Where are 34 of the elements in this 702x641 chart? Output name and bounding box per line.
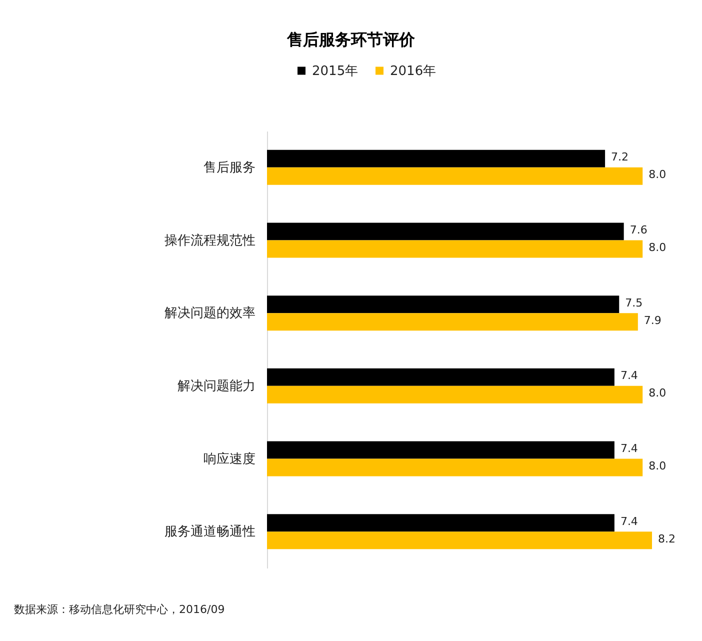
data-label: 7.2: [611, 150, 629, 164]
data-label: 7.4: [620, 369, 638, 382]
data-label: 8.0: [648, 386, 666, 400]
data-label: 7.4: [620, 514, 638, 528]
bar: [267, 296, 620, 314]
bar: [267, 150, 606, 168]
data-label: 8.0: [648, 168, 666, 182]
y-tick-label: 操作流程规范性: [164, 232, 256, 248]
bar: [267, 240, 643, 258]
y-tick-label: 解决问题能力: [178, 378, 256, 394]
bar: [267, 458, 643, 476]
y-tick-label: 响应速度: [204, 450, 256, 467]
bar: [267, 514, 614, 532]
bar: [267, 222, 624, 240]
data-label: 8.0: [648, 240, 666, 254]
data-label: 8.0: [648, 459, 666, 472]
source-note: 数据来源：移动信息化研究中心，2016/09: [14, 603, 225, 616]
data-label: 7.4: [620, 442, 638, 456]
chart-title: 售后服务环节评价: [286, 30, 416, 49]
data-label: 8.2: [658, 532, 676, 546]
bar: [267, 167, 643, 185]
bar: [267, 441, 614, 459]
y-tick-label: 服务通道畅通性: [164, 524, 256, 540]
legend-label: 2016年: [390, 64, 436, 79]
y-tick-label: 售后服务: [204, 160, 256, 176]
bar: [267, 313, 638, 331]
legend-label: 2015年: [312, 64, 358, 79]
data-label: 7.6: [630, 224, 648, 237]
data-label: 7.5: [625, 296, 643, 310]
bar: [267, 386, 643, 404]
y-tick-label: 解决问题的效率: [164, 305, 256, 322]
data-label: 7.9: [644, 314, 662, 327]
bar: [267, 532, 652, 550]
bar: [267, 368, 614, 386]
